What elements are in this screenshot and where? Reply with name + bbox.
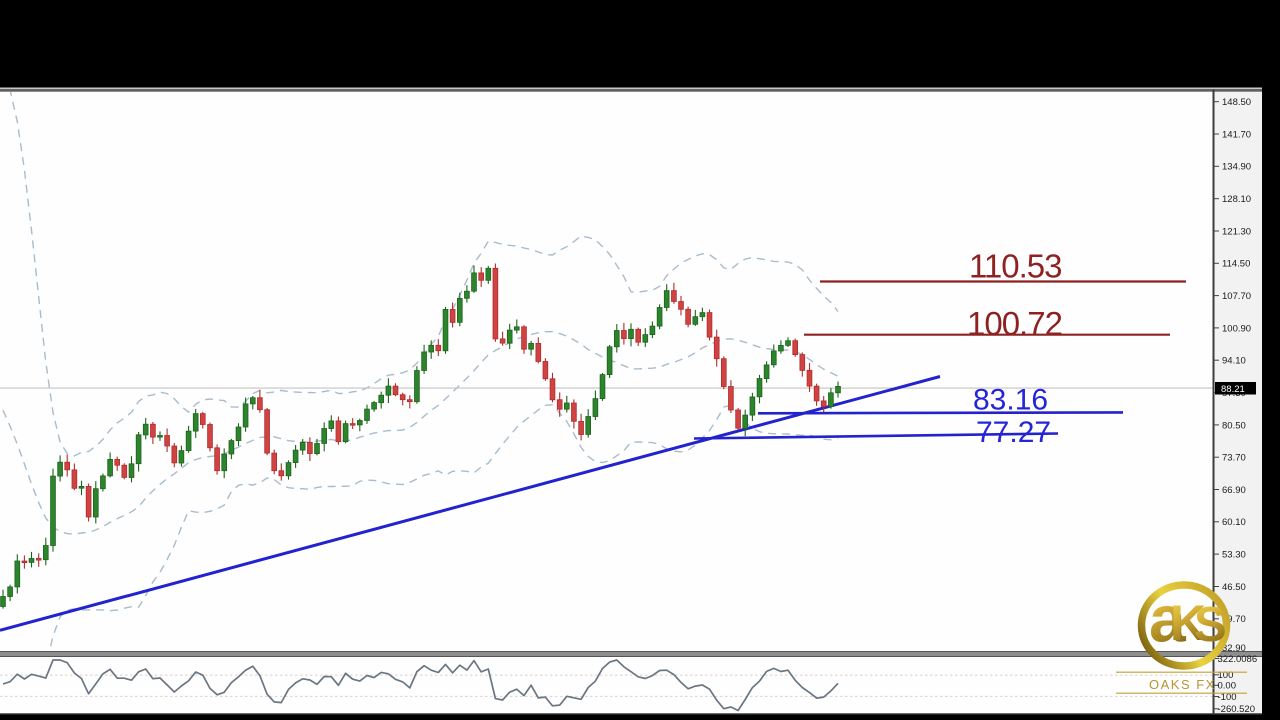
svg-text:60.10: 60.10	[1222, 517, 1246, 528]
svg-text:128.10: 128.10	[1222, 194, 1251, 205]
svg-text:a: a	[1149, 582, 1187, 656]
svg-text:-100: -100	[1218, 692, 1237, 703]
svg-text:322.0086: 322.0086	[1218, 654, 1258, 665]
svg-text:100.90: 100.90	[1222, 323, 1251, 334]
svg-text:0.00: 0.00	[1218, 681, 1237, 692]
svg-text:OAKS FX: OAKS FX	[1149, 677, 1216, 692]
svg-text:53.30: 53.30	[1222, 550, 1246, 561]
svg-text:100: 100	[1218, 670, 1234, 681]
svg-text:-260.520: -260.520	[1218, 704, 1256, 715]
svg-text:80.50: 80.50	[1222, 420, 1246, 431]
svg-text:39.70: 39.70	[1222, 614, 1246, 625]
svg-text:134.90: 134.90	[1222, 162, 1251, 173]
svg-text:148.50: 148.50	[1222, 97, 1251, 108]
svg-text:114.50: 114.50	[1222, 259, 1250, 270]
svg-text:100.72: 100.72	[967, 305, 1062, 342]
svg-text:94.10: 94.10	[1222, 356, 1246, 367]
svg-text:121.30: 121.30	[1222, 226, 1251, 237]
svg-text:83.16: 83.16	[973, 384, 1048, 417]
svg-text:110.53: 110.53	[969, 248, 1061, 285]
svg-text:32.90: 32.90	[1222, 643, 1246, 654]
svg-text:K: K	[1170, 595, 1206, 651]
svg-text:88.21: 88.21	[1221, 384, 1245, 395]
svg-text:S: S	[1194, 598, 1227, 652]
svg-text:141.70: 141.70	[1222, 129, 1251, 140]
svg-text:77.27: 77.27	[976, 416, 1051, 449]
svg-text:66.90: 66.90	[1222, 485, 1246, 496]
svg-text:107.70: 107.70	[1222, 291, 1251, 302]
svg-text:46.50: 46.50	[1222, 582, 1246, 593]
svg-text:73.70: 73.70	[1222, 453, 1246, 464]
